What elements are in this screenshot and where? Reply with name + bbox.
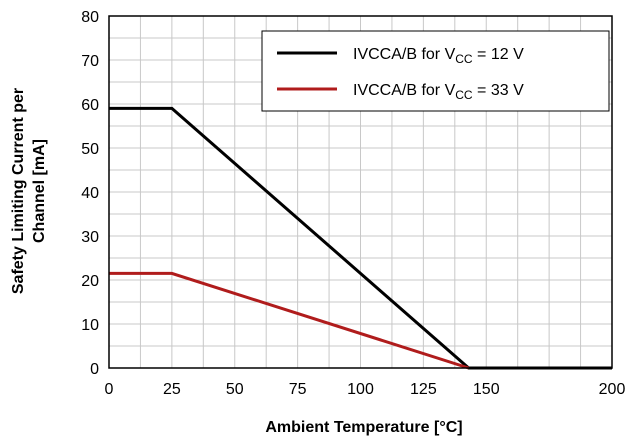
y-tick-labels: 0 10 20 30 40 50 60 70 80 [81, 9, 99, 378]
x-axis-title: Ambient Temperature [°C] [265, 419, 462, 436]
legend-label-12v: IVCCA/B for VCC = 12 V [353, 46, 524, 66]
y-tick-label: 60 [81, 97, 99, 114]
x-tick-labels: 0 25 50 75 100 125 150 200 [105, 381, 626, 398]
x-tick-label: 75 [289, 381, 307, 398]
y-tick-label: 0 [90, 361, 99, 378]
plot-frame [108, 15, 613, 369]
legend-label-12v-tail: = 12 V [473, 46, 524, 63]
y-tick-label: 80 [81, 9, 99, 26]
x-tick-label: 125 [410, 381, 437, 398]
y-tick-label: 70 [81, 53, 99, 70]
x-tick-label: 25 [163, 381, 181, 398]
legend: IVCCA/B for VCC = 12 V IVCCA/B for VCC =… [261, 30, 610, 112]
y-axis-title-line-1: Safety Limiting Current per [10, 88, 27, 294]
legend-label-33v-main: IVCCA/B for V [353, 82, 456, 99]
y-tick-label: 40 [81, 185, 99, 202]
y-tick-label: 30 [81, 229, 99, 246]
x-tick-label: 200 [599, 381, 626, 398]
y-tick-label: 10 [81, 317, 99, 334]
legend-label-33v-sub: CC [455, 88, 473, 102]
legend-label-12v-main: IVCCA/B for V [353, 46, 456, 63]
legend-label-33v-tail: = 33 V [473, 82, 524, 99]
legend-label-33v: IVCCA/B for VCC = 33 V [353, 82, 524, 102]
x-tick-label: 100 [347, 381, 374, 398]
x-tick-label: 50 [226, 381, 244, 398]
legend-label-12v-sub: CC [455, 52, 473, 66]
series-line-1 [109, 271, 470, 370]
legend-box [261, 30, 610, 112]
y-tick-label: 50 [81, 141, 99, 158]
y-tick-label: 20 [81, 273, 99, 290]
x-tick-label: 150 [473, 381, 500, 398]
y-axis-title-line-2: Channel [mA] [31, 139, 48, 243]
x-tick-label: 0 [105, 381, 114, 398]
